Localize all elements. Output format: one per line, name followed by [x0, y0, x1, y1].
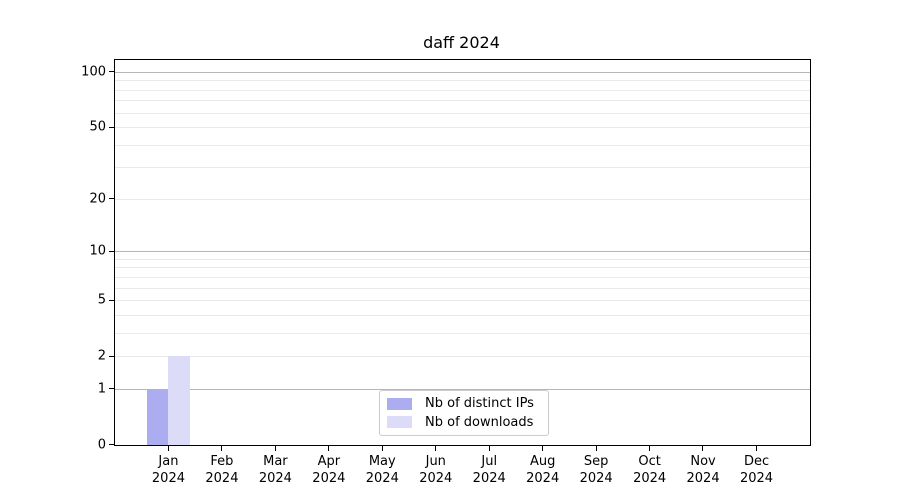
plot-area: 0 1 2 5 10 20 50 100 Jan 2024 Feb 2024 Mar 2024 Apr 20… [81, 59, 811, 486]
gridline-minor [115, 356, 810, 358]
x-tick-label: Nov 2024 [687, 453, 720, 487]
gridline-minor [115, 300, 810, 302]
x-tick-mark [274, 446, 276, 451]
gridline-minor [115, 127, 810, 129]
y-tick-mark [108, 126, 114, 128]
x-tick-mark [167, 446, 169, 451]
x-tick-label-year: 2024 [739, 471, 774, 486]
gridline-minor [115, 314, 810, 316]
x-tick-label-month: Sep [583, 454, 609, 469]
gridline-major [115, 71, 810, 73]
y-tick-mark [108, 198, 114, 200]
x-tick-mark [595, 446, 597, 451]
y-tick-label: 0 [97, 437, 106, 453]
x-tick-label: Sep 2024 [580, 453, 613, 487]
gridline-minor [115, 100, 810, 102]
bar-nb-of-downloads-jan [168, 356, 190, 445]
x-tick-label: Aug 2024 [526, 453, 559, 487]
x-tick-label: Jun 2024 [419, 453, 452, 487]
y-tick-label: 10 [89, 243, 106, 259]
y-tick-label: 50 [89, 119, 106, 135]
legend: Nb of distinct IPs Nb of downloads [379, 390, 549, 436]
y-tick-label: 100 [81, 64, 106, 80]
gridline-minor [115, 332, 810, 334]
y-tick-mark [108, 444, 114, 446]
gridline-minor [115, 144, 810, 146]
legend-label-downloads: Nb of downloads [425, 414, 534, 430]
x-tick-mark [221, 446, 223, 451]
x-tick-label-year: 2024 [312, 471, 346, 486]
x-tick-label: Oct 2024 [633, 453, 666, 487]
x-tick-label-year: 2024 [205, 471, 239, 486]
x-tick-label: May 2024 [366, 453, 399, 487]
x-tick-label-month: Jul [481, 454, 498, 469]
x-tick-label-year: 2024 [365, 471, 399, 486]
x-tick-mark [435, 446, 437, 451]
x-tick-mark [328, 446, 330, 451]
x-tick-mark [381, 446, 383, 451]
x-tick-label-year: 2024 [579, 471, 613, 486]
legend-swatch-distinct-ips [387, 397, 412, 410]
x-tick-label: Apr 2024 [312, 453, 345, 487]
x-tick-mark [649, 446, 650, 451]
x-tick-label-month: Mar [263, 454, 288, 469]
legend-label-distinct-ips: Nb of distinct IPs [425, 396, 534, 412]
x-tick-label-month: Dec [743, 454, 770, 469]
x-tick-label-month: Nov [690, 454, 716, 469]
x-tick-label-year: 2024 [151, 471, 185, 486]
x-tick-label-month: Jan [158, 454, 179, 469]
gridline-minor [115, 267, 810, 269]
gridline-minor [115, 198, 810, 200]
y-tick-mark [108, 355, 114, 357]
gridline-major [115, 388, 810, 390]
x-tick-label-month: May [368, 454, 396, 469]
y-tick-mark [108, 71, 114, 73]
y-tick-mark [108, 388, 114, 390]
y-tick-mark [108, 299, 114, 301]
x-tick-mark [488, 446, 490, 451]
y-tick-label: 5 [97, 292, 106, 308]
gridline-minor [115, 89, 810, 91]
x-tick-label: Feb 2024 [205, 453, 238, 487]
legend-item-downloads: Nb of downloads [387, 415, 541, 430]
x-tick-label-year: 2024 [419, 471, 453, 486]
x-tick-label: Jul 2024 [473, 453, 506, 487]
x-tick-label-year: 2024 [472, 471, 506, 486]
x-tick-label-month: Oct [638, 454, 661, 469]
y-tick-mark [108, 250, 114, 252]
x-tick-mark [702, 446, 704, 451]
gridline-minor [115, 276, 810, 278]
gridline-minor [115, 167, 810, 169]
y-tick-label: 2 [97, 348, 106, 364]
gridline-major [115, 251, 810, 253]
chart-title: daff 2024 [423, 33, 500, 52]
y-tick-label: 1 [97, 381, 106, 397]
x-tick-label-month: Jun [425, 454, 446, 469]
gridline-minor [115, 112, 810, 114]
gridline-minor [115, 258, 810, 260]
x-tick-mark [755, 446, 757, 451]
x-tick-label: Dec 2024 [740, 453, 773, 487]
x-tick-label-month: Apr [317, 454, 341, 469]
y-tick-label: 20 [89, 191, 106, 207]
x-tick-label: Mar 2024 [259, 453, 292, 487]
x-tick-label-year: 2024 [526, 471, 560, 486]
bar-nb-of-distinct-ips-jan [147, 388, 169, 445]
x-tick-label-month: Aug [529, 454, 556, 469]
gridline-minor [115, 80, 810, 82]
x-tick-label-year: 2024 [258, 471, 292, 486]
x-tick-label-year: 2024 [686, 471, 720, 486]
x-tick-mark [542, 446, 544, 451]
legend-item-distinct-ips: Nb of distinct IPs [387, 396, 541, 411]
legend-swatch-downloads [387, 416, 412, 429]
x-tick-label-month: Feb [210, 454, 234, 469]
x-tick-label-year: 2024 [633, 471, 667, 486]
x-tick-label: Jan 2024 [152, 453, 185, 487]
gridline-minor [115, 287, 810, 289]
